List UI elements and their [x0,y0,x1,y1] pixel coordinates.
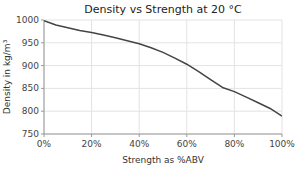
y-tick-label: 850 [22,83,39,93]
y-grid-line [44,65,282,66]
x-grid-line [139,20,140,134]
y-tick-label: 1000 [16,15,39,25]
x-tick-label: 60% [177,139,197,149]
x-grid-line [91,20,92,134]
grid [44,20,282,134]
y-grid-line [44,88,282,89]
x-tick-label: 20% [82,139,102,149]
y-axis-label: Density in kg/m³ [2,39,12,114]
y-grid-line [44,42,282,43]
y-grid-line [44,134,282,135]
y-grid-line [44,20,282,21]
y-tick-label: 800 [22,106,39,116]
x-grid-line [44,20,45,134]
x-grid-line [234,20,235,134]
x-grid-line [282,20,283,134]
x-axis-line [44,134,282,135]
x-grid-line [186,20,187,134]
x-tick-label: 100% [269,139,295,149]
x-tick-label: 40% [129,139,149,149]
x-tick-label: 80% [224,139,244,149]
x-tick-label: 0% [37,139,52,149]
plot-area [44,21,282,116]
density-line [44,21,282,116]
y-axis-line [44,20,45,134]
y-tick-label: 900 [22,61,39,71]
y-tick-label: 950 [22,38,39,48]
y-grid-line [44,111,282,112]
chart: 0% 20% 40% 60% 80% 100% 750 800 850 900 950 1000 Den… [0,0,296,170]
title: Density vs Strength at 20 °C [84,3,242,16]
y-tick-label: 750 [22,129,39,139]
x-axis-label: Strength as %ABV [122,155,204,165]
